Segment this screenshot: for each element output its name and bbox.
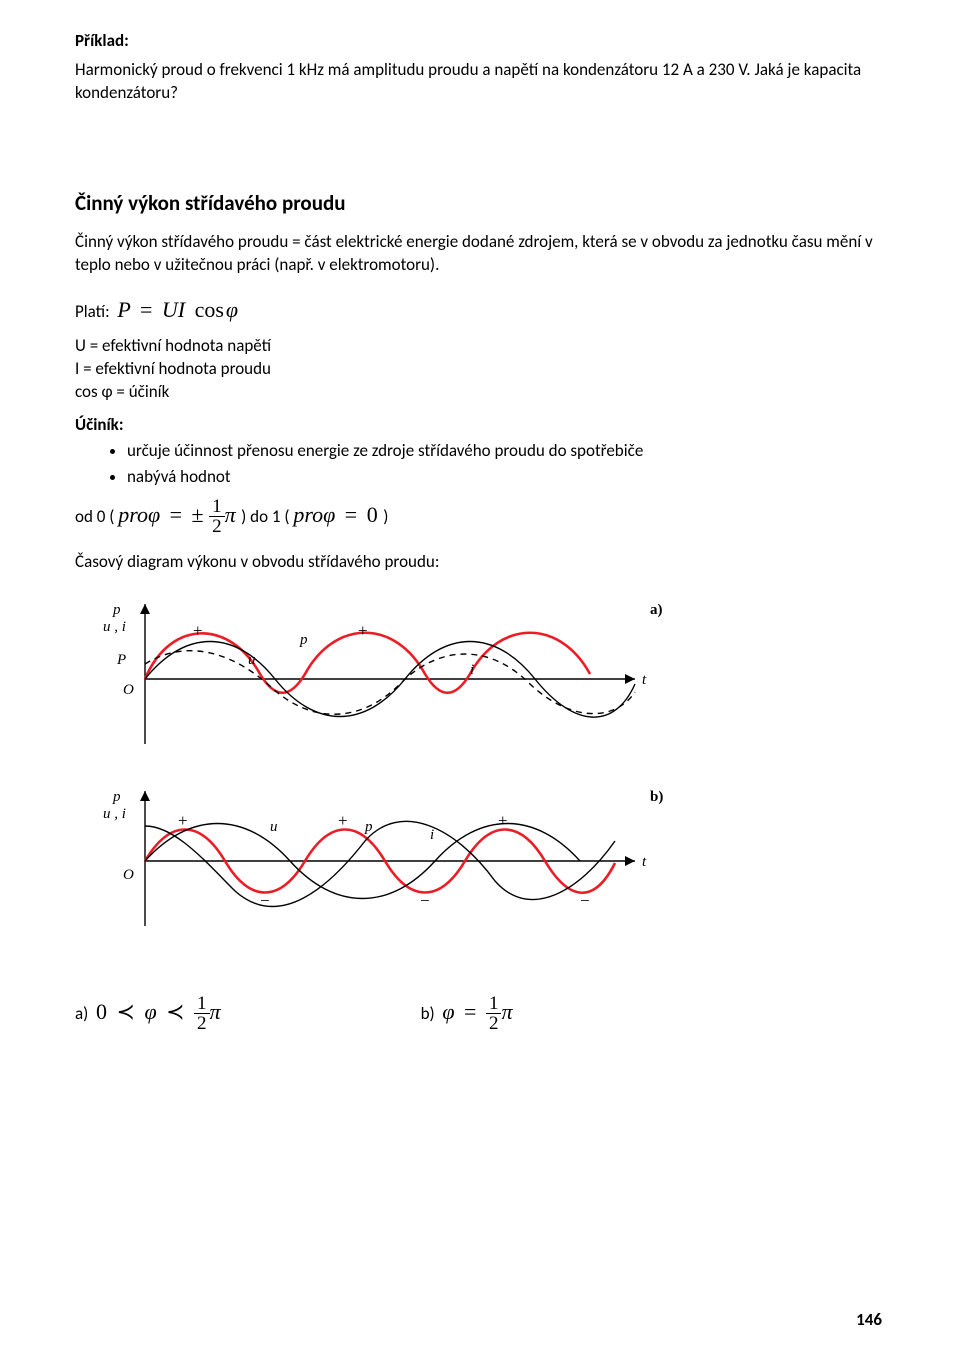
def-u: U = efektivní hodnota napětí bbox=[75, 335, 885, 358]
ucinik-title: Účiník: bbox=[75, 414, 885, 437]
tag-b: b) bbox=[650, 789, 663, 805]
phi-2: φ bbox=[323, 502, 335, 527]
answers-row: a) 0 ≺ φ ≺ 12π b) φ = 12π bbox=[75, 994, 885, 1034]
sym-cos: cos bbox=[195, 297, 224, 322]
ylab-ui-a: u , i bbox=[103, 619, 126, 635]
plus-b2: + bbox=[338, 811, 348, 830]
ylab-ui-b: u , i bbox=[103, 806, 126, 822]
b-eq: = bbox=[464, 999, 476, 1024]
holds-line: Platí: P = UI cosφ bbox=[75, 295, 885, 325]
ylab-p-b: p bbox=[112, 789, 121, 805]
O-label-b: O bbox=[123, 867, 134, 883]
O-label-a: O bbox=[123, 682, 134, 698]
i-lbl-b: i bbox=[430, 827, 434, 843]
ucinik-b1: určuje účinnost přenosu energie ze zdroj… bbox=[127, 440, 885, 463]
mid2: ) bbox=[383, 506, 388, 527]
chart-a: p u , i P O t a) + + p u i bbox=[75, 584, 885, 761]
b-phi: φ bbox=[442, 999, 454, 1024]
ylab-p-a: p bbox=[112, 602, 121, 618]
u-lbl-a: u bbox=[248, 652, 256, 668]
example-text: Harmonický proud o frekvenci 1 kHz má am… bbox=[75, 59, 885, 105]
sym-P: P bbox=[117, 297, 130, 322]
b-fnum: 1 bbox=[486, 994, 502, 1013]
holds-label: Platí: bbox=[75, 301, 110, 322]
mid1: ) do 1 ( bbox=[241, 506, 289, 527]
t-label-a: t bbox=[642, 672, 647, 688]
tag-a: a) bbox=[650, 602, 663, 618]
def-cos: cos φ = účiník bbox=[75, 381, 885, 404]
sym-eq: = bbox=[140, 297, 152, 322]
section-title-power: Činný výkon střídavého proudu bbox=[75, 189, 885, 217]
P-label-a: P bbox=[116, 652, 126, 668]
minus-b2: − bbox=[420, 891, 430, 910]
a-prec2: ≺ bbox=[166, 999, 184, 1024]
pro-1: pro bbox=[118, 502, 148, 527]
a-fden: 2 bbox=[194, 1013, 210, 1034]
a-phi: φ bbox=[144, 999, 156, 1024]
ucinik-list: určuje účinnost přenosu energie ze zdroj… bbox=[75, 440, 885, 489]
pro-2: pro bbox=[293, 502, 323, 527]
minus-b3: − bbox=[580, 891, 590, 910]
t-label-b: t bbox=[642, 854, 647, 870]
page-number: 146 bbox=[856, 1309, 882, 1332]
a-pi: π bbox=[210, 999, 221, 1024]
b-pi: π bbox=[501, 999, 512, 1024]
ucinik-b2: nabývá hodnot bbox=[127, 466, 885, 489]
a-prec1: ≺ bbox=[117, 999, 135, 1024]
ucinik-range: od 0 ( proφ = ± 12π ) do 1 ( proφ = 0 ) bbox=[75, 497, 885, 537]
answer-b: b) φ = 12π bbox=[421, 994, 513, 1034]
chart-b: p u , i O t b) + + + − − − u p i bbox=[75, 771, 885, 948]
power-paragraph: Činný výkon střídavého proudu = část ele… bbox=[75, 231, 885, 277]
fnum-1: 1 bbox=[209, 497, 225, 516]
u-lbl-b: u bbox=[270, 819, 278, 835]
eq-1: = bbox=[170, 502, 182, 527]
phi-1: φ bbox=[148, 502, 160, 527]
pi-1: π bbox=[225, 502, 236, 527]
answer-a: a) 0 ≺ φ ≺ 12π bbox=[75, 994, 221, 1034]
od-label: od 0 ( bbox=[75, 506, 114, 527]
a-fnum: 1 bbox=[194, 994, 210, 1013]
eq-2: = bbox=[345, 502, 357, 527]
sym-phi: φ bbox=[226, 297, 238, 322]
a-label: a) bbox=[75, 1003, 88, 1024]
b-fden: 2 bbox=[486, 1013, 502, 1034]
a-zero: 0 bbox=[96, 999, 107, 1024]
fden-1: 2 bbox=[209, 516, 225, 537]
minus-b1: − bbox=[260, 891, 270, 910]
sym-UI: UI bbox=[162, 297, 185, 322]
plus-b1: + bbox=[178, 811, 188, 830]
def-i: I = efektivní hodnota proudu bbox=[75, 358, 885, 381]
p-lbl-a: p bbox=[299, 632, 308, 648]
b-label: b) bbox=[421, 1003, 435, 1024]
zero: 0 bbox=[367, 502, 378, 527]
plus-a2: + bbox=[358, 621, 368, 640]
plus-a1: + bbox=[193, 621, 203, 640]
diagram-caption: Časový diagram výkonu v obvodu střídavéh… bbox=[75, 551, 885, 574]
p-lbl-b: p bbox=[364, 819, 373, 835]
plus-b3: + bbox=[498, 811, 508, 830]
pm: ± bbox=[192, 502, 204, 527]
i-lbl-a: i bbox=[470, 662, 474, 678]
example-heading: Příklad: bbox=[75, 30, 885, 53]
